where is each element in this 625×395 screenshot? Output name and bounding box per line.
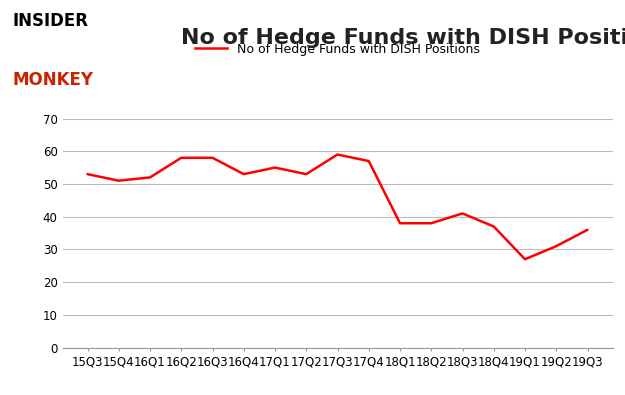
Text: No of Hedge Funds with DISH Positions: No of Hedge Funds with DISH Positions	[181, 28, 625, 48]
Legend: No of Hedge Funds with DISH Positions: No of Hedge Funds with DISH Positions	[191, 38, 484, 61]
Text: MONKEY: MONKEY	[12, 71, 94, 89]
Text: INSIDER: INSIDER	[12, 12, 89, 30]
